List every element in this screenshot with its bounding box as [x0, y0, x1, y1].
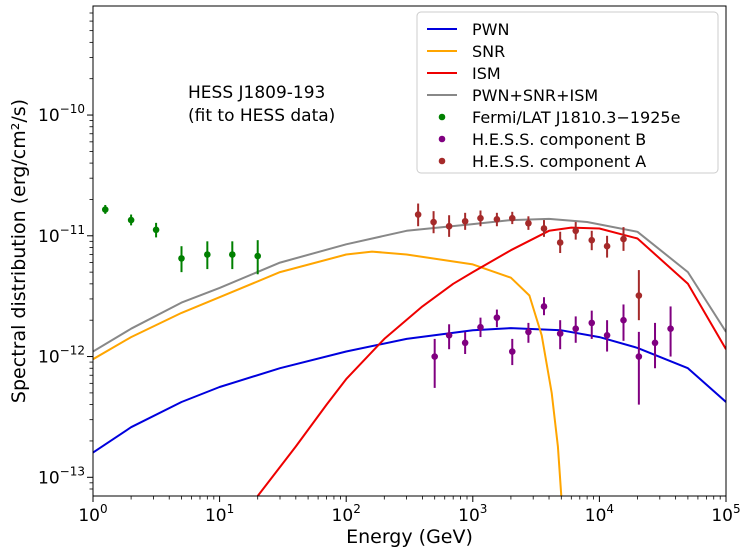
legend-box	[416, 11, 719, 174]
legend-label-pwn: PWN	[472, 20, 509, 39]
data-point-h-e-s-s-component-b	[556, 330, 564, 337]
annotation: HESS J1809-193 (fit to HESS data)	[188, 83, 335, 126]
data-point-h-e-s-s-component-b	[540, 303, 548, 310]
data-point-h-e-s-s-component-a	[414, 211, 422, 218]
data-point-h-e-s-s-component-b	[635, 353, 643, 360]
data-point-h-e-s-s-component-b	[508, 348, 516, 355]
y-tick-label: 10−12	[38, 344, 85, 368]
data-point-h-e-s-s-component-a	[603, 242, 611, 250]
data-point-h-e-s-s-component-b	[431, 353, 438, 360]
y-tick-label: 10−13	[38, 464, 85, 488]
legend-label-fermi-lat-j1810-3-1925e: Fermi/LAT J1810.3−1925e	[472, 108, 680, 127]
y-tick-label: 10−10	[38, 102, 85, 126]
data-point-h-e-s-s-component-a	[540, 225, 548, 232]
data-point-h-e-s-s-component-b	[603, 331, 611, 339]
data-point-h-e-s-s-component-a	[477, 214, 484, 222]
data-point-h-e-s-s-component-b	[588, 319, 596, 327]
legend-label-h-e-s-s-component-b: H.E.S.S. component B	[472, 130, 646, 149]
data-point-fermi-lat-j1810-3-1925e	[178, 255, 185, 262]
x-tick-label: 100	[78, 502, 107, 526]
legend-label-pwn-snr-ism: PWN+SNR+ISM	[472, 86, 598, 105]
series-line-pwn	[93, 327, 726, 454]
data-point-h-e-s-s-component-a	[493, 215, 501, 223]
series-line-ism	[256, 226, 726, 496]
x-tick-label: 105	[711, 502, 740, 526]
y-tick-label: 10−11	[38, 223, 85, 247]
data-point-h-e-s-s-component-a	[508, 214, 516, 222]
annotation-line-2: (fit to HESS data)	[188, 106, 335, 126]
legend-swatch-h-e-s-s-component-b	[438, 135, 446, 143]
data-point-h-e-s-s-component-a	[635, 292, 643, 299]
series-line-snr	[93, 250, 563, 496]
model-curves	[93, 217, 726, 496]
data-point-h-e-s-s-component-a	[461, 217, 469, 225]
data-point-fermi-lat-j1810-3-1925e	[204, 251, 211, 258]
x-tick-label: 101	[205, 502, 234, 526]
legend-swatch-fermi-lat-j1810-3-1925e	[438, 113, 446, 121]
data-point-fermi-lat-j1810-3-1925e	[101, 206, 109, 213]
data-point-fermi-lat-j1810-3-1925e	[127, 216, 135, 224]
legend-swatch-h-e-s-s-component-a	[438, 157, 446, 165]
x-tick-label: 103	[458, 502, 487, 526]
data-point-h-e-s-s-component-b	[651, 339, 659, 347]
data-point-h-e-s-s-component-a	[445, 222, 453, 230]
x-axis-label: Energy (GeV)	[346, 526, 473, 548]
data-point-h-e-s-s-component-b	[572, 325, 580, 333]
data-point-h-e-s-s-component-b	[477, 323, 484, 331]
data-point-h-e-s-s-component-a	[572, 227, 580, 235]
data-point-h-e-s-s-component-a	[588, 236, 596, 244]
data-point-h-e-s-s-component-b	[525, 328, 532, 336]
legend-label-snr: SNR	[472, 42, 505, 61]
data-point-h-e-s-s-component-b	[620, 316, 627, 324]
data-point-h-e-s-s-component-b	[667, 325, 674, 333]
data-point-h-e-s-s-component-b	[445, 331, 453, 339]
legend-label-ism: ISM	[472, 64, 501, 83]
measurement-points	[101, 203, 674, 405]
data-point-fermi-lat-j1810-3-1925e	[229, 251, 236, 258]
series-line-pwn-snr-ism	[93, 217, 726, 353]
legend-label-h-e-s-s-component-a: H.E.S.S. component A	[472, 152, 646, 171]
data-point-h-e-s-s-component-a	[556, 239, 564, 246]
y-axis-label: Spectral distribution (erg/cm²/s)	[8, 99, 30, 403]
data-point-h-e-s-s-component-b	[493, 314, 501, 321]
data-point-fermi-lat-j1810-3-1925e	[152, 226, 160, 234]
legend: PWN SNR ISM PWN+SNR+ISM Fermi/LAT J1810.3−19…	[416, 11, 719, 174]
plot-frame	[92, 5, 727, 497]
axes: 100 101 102 103 104 105 10−13 10−12 10−11 10−10	[38, 12, 741, 526]
annotation-line-1: HESS J1809-193	[188, 83, 325, 103]
data-point-h-e-s-s-component-a	[620, 235, 627, 243]
data-point-fermi-lat-j1810-3-1925e	[254, 252, 262, 260]
x-tick-label: 104	[585, 502, 614, 526]
data-point-h-e-s-s-component-a	[525, 219, 532, 227]
data-point-h-e-s-s-component-a	[430, 218, 437, 226]
x-tick-label: 102	[332, 502, 361, 526]
data-point-h-e-s-s-component-b	[461, 339, 469, 347]
